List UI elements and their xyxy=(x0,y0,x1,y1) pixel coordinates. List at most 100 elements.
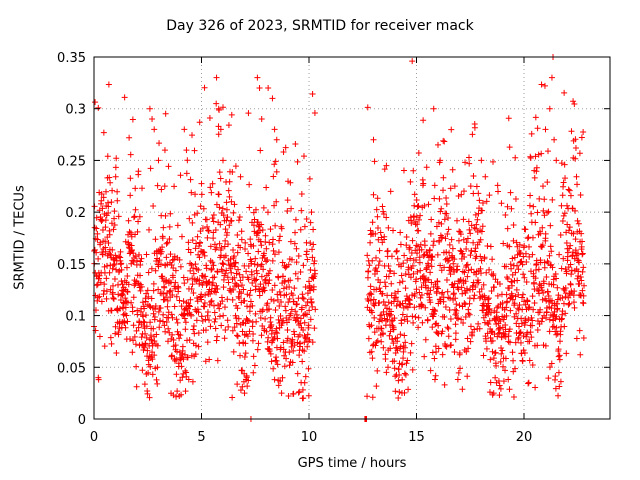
data-point xyxy=(274,335,281,342)
data-point xyxy=(566,224,573,231)
data-point xyxy=(197,203,204,210)
data-point xyxy=(132,341,139,348)
data-point xyxy=(374,195,381,202)
data-point xyxy=(526,202,533,209)
data-point xyxy=(201,303,208,310)
data-point xyxy=(258,221,265,228)
data-point xyxy=(413,286,420,293)
data-point xyxy=(266,239,273,246)
data-point xyxy=(399,376,406,383)
data-point xyxy=(391,358,398,365)
data-point xyxy=(311,110,318,117)
data-point xyxy=(386,321,393,328)
data-point xyxy=(507,339,514,346)
data-point xyxy=(211,309,218,316)
data-point xyxy=(102,248,109,255)
data-point xyxy=(477,236,484,243)
data-point xyxy=(98,298,105,305)
data-point xyxy=(387,268,394,275)
data-point xyxy=(121,94,128,101)
data-point xyxy=(452,306,459,313)
data-point xyxy=(252,310,259,317)
data-point xyxy=(495,188,502,195)
data-point xyxy=(483,269,490,276)
data-point xyxy=(576,327,583,334)
data-point xyxy=(241,297,248,304)
data-point xyxy=(372,342,379,349)
data-point xyxy=(262,315,269,322)
data-point xyxy=(416,259,423,266)
data-point xyxy=(286,295,293,302)
data-point xyxy=(421,202,428,209)
data-point xyxy=(270,173,277,180)
data-point xyxy=(153,331,160,338)
data-point xyxy=(577,273,584,280)
data-point xyxy=(395,288,402,295)
data-point xyxy=(267,314,274,321)
data-point xyxy=(198,313,205,320)
data-point xyxy=(250,222,257,229)
data-point xyxy=(191,147,198,154)
data-point xyxy=(229,296,236,303)
data-point xyxy=(307,287,314,294)
data-point xyxy=(430,105,437,112)
data-point xyxy=(502,333,509,340)
data-point xyxy=(366,262,373,269)
data-point xyxy=(266,277,273,284)
data-point xyxy=(395,377,402,384)
data-point xyxy=(495,377,502,384)
data-point xyxy=(275,274,282,281)
data-point xyxy=(391,365,398,372)
data-point xyxy=(438,234,445,241)
data-point xyxy=(512,339,519,346)
data-point xyxy=(540,280,547,287)
data-point xyxy=(208,189,215,196)
data-point xyxy=(268,296,275,303)
data-point xyxy=(506,386,513,393)
data-point xyxy=(568,128,575,135)
data-point xyxy=(194,298,201,305)
data-point xyxy=(544,209,551,216)
data-point xyxy=(416,254,423,261)
data-point xyxy=(415,227,422,234)
data-point xyxy=(132,206,139,213)
data-point xyxy=(553,313,560,320)
data-point xyxy=(289,359,296,366)
data-point xyxy=(428,279,435,286)
y-tick-label: 0.2 xyxy=(65,206,86,221)
data-point xyxy=(568,271,575,278)
data-point xyxy=(251,261,258,268)
data-point xyxy=(448,126,455,133)
data-point xyxy=(383,369,390,376)
data-point xyxy=(480,281,487,288)
data-point xyxy=(125,240,132,247)
data-point xyxy=(214,333,221,340)
data-point xyxy=(209,180,216,187)
data-point xyxy=(215,105,222,112)
data-point xyxy=(369,257,376,264)
data-point xyxy=(202,327,209,334)
data-point xyxy=(566,187,573,194)
data-point xyxy=(541,196,548,203)
data-point xyxy=(474,216,481,223)
data-point xyxy=(392,388,399,395)
data-point xyxy=(387,345,394,352)
y-tick-label: 0.05 xyxy=(57,361,86,376)
data-point xyxy=(254,270,261,277)
data-point xyxy=(512,293,519,300)
data-point xyxy=(217,221,224,228)
data-point xyxy=(446,249,453,256)
data-point xyxy=(464,235,471,242)
data-point xyxy=(393,248,400,255)
data-point xyxy=(276,288,283,295)
data-point xyxy=(209,215,216,222)
data-point xyxy=(550,281,557,288)
data-point xyxy=(464,261,471,268)
data-point xyxy=(364,274,371,281)
data-point xyxy=(283,291,290,298)
data-point xyxy=(409,58,416,65)
data-point xyxy=(572,207,579,214)
data-point xyxy=(548,74,555,81)
data-point xyxy=(415,324,422,331)
data-point xyxy=(125,217,132,224)
